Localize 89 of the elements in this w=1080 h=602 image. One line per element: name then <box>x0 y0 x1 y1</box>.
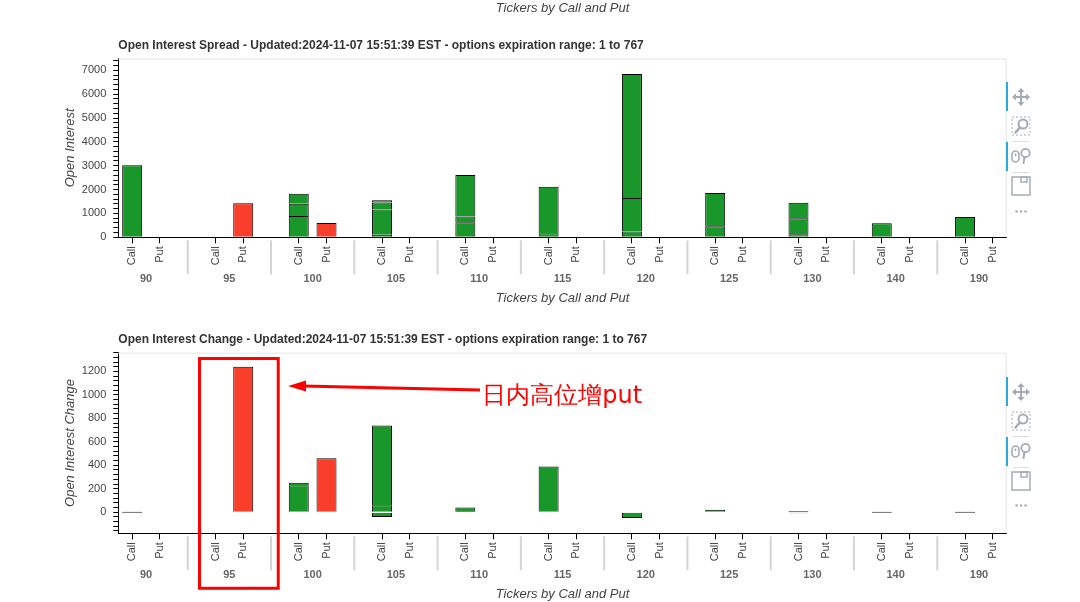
x-axis-title: Tickers by Call and Put <box>495 289 631 305</box>
text: 110 <box>470 272 489 285</box>
x-tick-label: Put <box>569 542 582 559</box>
x-tick-label: Put <box>486 246 499 263</box>
chart-title: Open Interest Change - Updated:2024-11-07 15:51:39 EST - options expiration range: 1 to 767 <box>118 331 648 346</box>
y-tick-label: 2000 <box>81 182 107 195</box>
text: 100 <box>303 568 322 581</box>
x-tick-label: Call <box>874 542 887 562</box>
text: 125 <box>719 272 739 285</box>
x-tick-label: Call <box>208 542 221 562</box>
x-tick-label: Put <box>236 542 249 559</box>
x-tick-label: Put <box>652 246 665 263</box>
x-tick-label: Call <box>791 542 804 562</box>
text: 190 <box>969 272 989 285</box>
x-tick-label: Put <box>985 542 998 559</box>
x-tick-label: Put <box>402 246 415 263</box>
x-tick-label: Put <box>735 542 748 559</box>
y-tick-label: 1000 <box>81 387 107 400</box>
x-tick-label: Put <box>652 542 665 559</box>
y-tick-label: 7000 <box>81 63 107 76</box>
text: 95 <box>223 272 236 285</box>
x-tick-label: Put <box>236 246 249 263</box>
x-tick-label: Call <box>958 246 971 266</box>
x-tick-label: Call <box>874 246 887 266</box>
x-tick-label: Call <box>708 246 721 266</box>
x-tick-label: Call <box>624 246 637 266</box>
x-tick-label: Call <box>375 542 388 562</box>
y-tick-label: 5000 <box>81 111 107 124</box>
x-tick-label: Call <box>125 542 138 562</box>
annotation: 日内高位增put <box>482 381 643 410</box>
x-tick-label: Call <box>791 246 804 266</box>
text: 125 <box>719 568 739 581</box>
x-tick-label: Call <box>458 542 471 562</box>
chart-title: Open Interest Spread - Updated:2024-11-07 15:51:39 EST - options expiration range: 1 to 767 <box>118 37 645 52</box>
text: 90 <box>139 272 153 285</box>
y-tick-label: 600 <box>87 434 107 447</box>
text: 115 <box>553 568 572 581</box>
text: 110 <box>470 568 489 581</box>
y-axis-title: Open Interest <box>61 107 77 188</box>
x-tick-label: Call <box>291 542 304 562</box>
x-tick-label: Call <box>541 542 554 562</box>
y-tick-label: 200 <box>87 481 107 494</box>
x-tick-label: Put <box>319 246 332 263</box>
y-tick-label: 4000 <box>81 134 107 147</box>
x-tick-label: Put <box>819 246 832 263</box>
text: 115 <box>553 272 572 285</box>
x-tick-label: Put <box>319 542 332 559</box>
y-tick-label: 800 <box>87 411 107 424</box>
x-tick-label: Put <box>902 542 915 559</box>
text: 140 <box>886 568 905 581</box>
x-tick-label: Put <box>569 246 582 263</box>
text: 130 <box>803 568 822 581</box>
y-tick-label: 0 <box>100 505 107 518</box>
x-tick-label: Put <box>735 246 748 263</box>
x-tick-label: Call <box>958 542 971 562</box>
y-tick-label: 6000 <box>81 87 107 100</box>
text: 120 <box>636 568 655 581</box>
y-tick-label: 0 <box>100 230 107 243</box>
text: 190 <box>969 568 989 581</box>
x-tick-label: Call <box>375 246 388 266</box>
text: 130 <box>803 272 822 285</box>
text: 90 <box>139 568 153 581</box>
x-tick-label: Put <box>402 542 415 559</box>
x-tick-label: Put <box>152 542 165 559</box>
x-tick-label: Call <box>708 542 721 562</box>
x-tick-label: Put <box>985 246 998 263</box>
x-tick-label: Put <box>152 246 165 263</box>
text: 105 <box>386 568 406 581</box>
chart-subtitle: Tickers by Call and Put <box>494 0 631 15</box>
x-tick-label: Call <box>125 246 138 266</box>
x-axis-title: Tickers by Call and Put <box>495 585 631 601</box>
text: 95 <box>223 568 236 581</box>
text: 100 <box>303 272 322 285</box>
x-tick-label: Put <box>819 542 832 559</box>
x-tick-label: Put <box>486 542 499 559</box>
text: 120 <box>636 272 655 285</box>
x-tick-label: Call <box>291 246 304 266</box>
y-tick-label: 3000 <box>81 158 107 171</box>
text: 140 <box>886 272 905 285</box>
text: 105 <box>386 272 406 285</box>
y-axis-title: Open Interest Change <box>61 379 77 507</box>
y-tick-label: 1200 <box>81 364 107 377</box>
x-tick-label: Call <box>541 246 554 266</box>
x-tick-label: Call <box>624 542 637 562</box>
y-tick-label: 400 <box>87 458 107 471</box>
x-tick-label: Call <box>458 246 471 266</box>
y-tick-label: 1000 <box>81 206 107 219</box>
x-tick-label: Call <box>208 246 221 266</box>
x-tick-label: Put <box>902 246 915 263</box>
